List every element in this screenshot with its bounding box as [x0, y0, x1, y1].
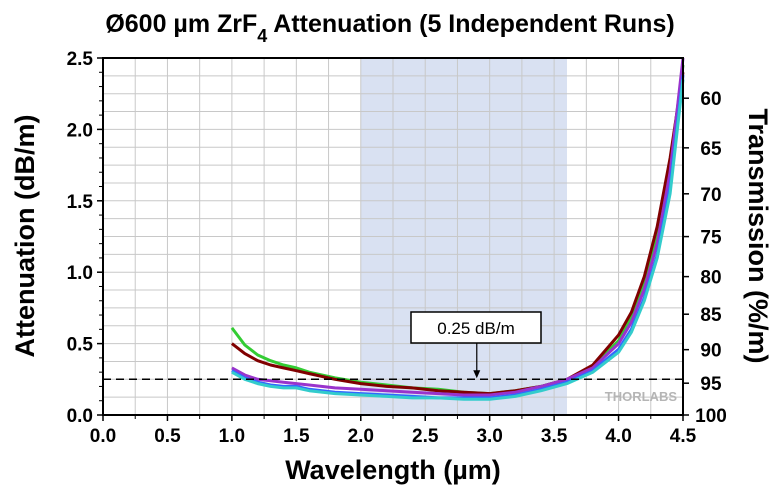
y2-tick-label: 75 — [700, 228, 722, 249]
y2-tick-label: 90 — [700, 341, 721, 362]
x-tick-label: 2.5 — [412, 426, 439, 447]
reference-label: 0.25 dB/m — [437, 319, 515, 338]
x-axis-label: Wavelength (µm) — [285, 455, 501, 485]
x-tick-label: 4.5 — [670, 426, 697, 447]
y2-tick-label: 85 — [700, 305, 722, 326]
x-tick-label: 3.0 — [476, 426, 502, 447]
x-tick-label: 4.0 — [605, 426, 631, 447]
x-tick-label: 3.5 — [541, 426, 568, 447]
reference-arrowhead — [473, 370, 481, 379]
series-line-2 — [230, 72, 685, 396]
y2-tick-label: 80 — [700, 268, 721, 289]
axis-ticks: 0.0 0.5 1.0 1.5 2.0 2.5 3.0 3.5 4.0 4.5 0.0 0.5 1.0 1… — [67, 49, 727, 447]
series-line-5 — [231, 79, 685, 401]
reference-label-box — [410, 311, 542, 344]
reference-callout: 0.25 dB/m — [410, 311, 542, 379]
chart-title: Ø600 µm ZrF4 Attenuation (5 Independent … — [105, 10, 674, 46]
y-tick-label: 2.0 — [67, 120, 93, 141]
x-tick-label: 1.0 — [219, 426, 245, 447]
y-axis-label: Attenuation (dB/m) — [10, 115, 40, 358]
grid-lines — [103, 58, 683, 415]
y2-tick-label: 95 — [700, 374, 722, 395]
y-tick-label: 1.0 — [67, 263, 93, 284]
data-series — [230, 57, 685, 401]
y-tick-label: 1.5 — [67, 192, 94, 213]
y2-tick-label: 100 — [695, 406, 727, 427]
y2-tick-label: 70 — [700, 185, 721, 206]
series-line-3 — [231, 57, 685, 397]
y-tick-label: 2.5 — [67, 49, 94, 70]
thorlabs-logo: THORLABS — [605, 389, 678, 404]
y2-axis-label: Transmission (%/m) — [743, 108, 773, 363]
y2-tick-label: 65 — [700, 139, 722, 160]
y2-tick-label: 60 — [700, 89, 721, 110]
x-tick-label: 0.0 — [90, 426, 116, 447]
x-tick-label: 2.0 — [348, 426, 374, 447]
x-tick-label: 0.5 — [154, 426, 181, 447]
y-tick-label: 0.0 — [67, 406, 93, 427]
x-tick-label: 1.5 — [283, 426, 310, 447]
y-tick-label: 0.5 — [67, 335, 94, 356]
